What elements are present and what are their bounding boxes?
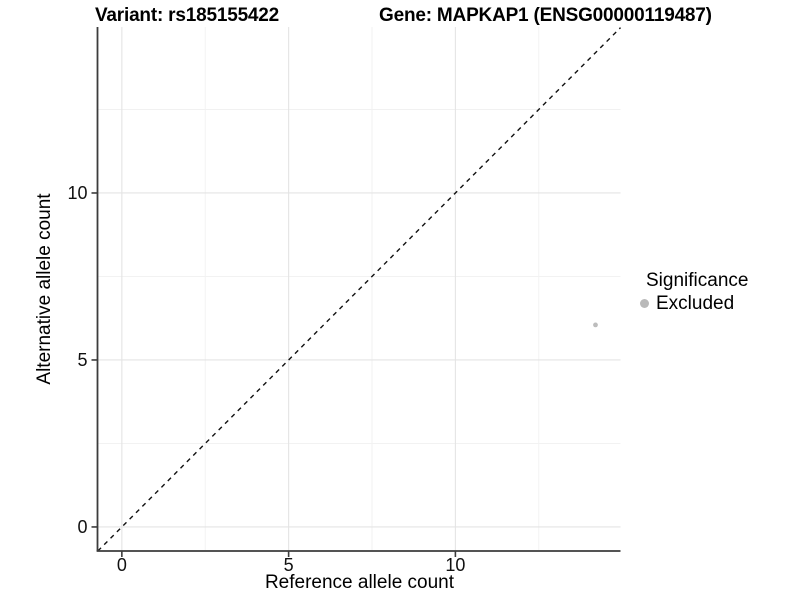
legend-item-label: Excluded (656, 293, 735, 314)
legend-title: Significance (646, 270, 749, 291)
legend-key-dot-icon (640, 299, 649, 308)
plot-title-variant: Variant: rs185155422 (95, 5, 280, 26)
identity-dashed-line (97, 27, 621, 552)
data-point (593, 322, 598, 328)
legend: Significance Excluded (639, 270, 748, 314)
x-tick-label: 10 (445, 555, 465, 575)
legend-item-excluded: Excluded (639, 293, 748, 314)
y-tick-label: 5 (77, 350, 87, 370)
y-tick-label: 10 (67, 183, 87, 203)
x-axis-title: Reference allele count (264, 572, 455, 593)
x-tick-label: 5 (284, 555, 294, 575)
x-tick-label: 0 (117, 555, 127, 575)
y-axis-title: Alternative allele count (34, 193, 55, 385)
plot-title-gene: Gene: MAPKAP1 (ENSG00000119487) (379, 5, 712, 26)
y-tick-label: 0 (77, 517, 87, 537)
